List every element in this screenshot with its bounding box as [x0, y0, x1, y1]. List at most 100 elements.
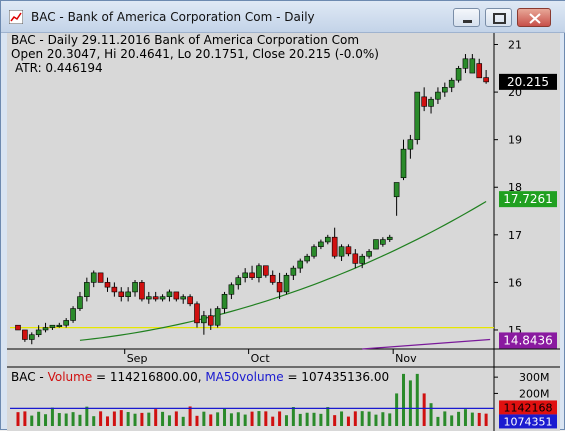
- ma50volume-label: MA50volume: [205, 370, 284, 384]
- volume-bar: [23, 411, 27, 426]
- maximize-button[interactable]: [485, 8, 512, 27]
- volume-bar: [243, 414, 247, 426]
- maximize-icon: [493, 13, 506, 24]
- volume-bar: [229, 413, 233, 426]
- volume-bar: [140, 412, 144, 426]
- candle-body: [118, 291, 125, 297]
- volume-bar: [188, 406, 192, 426]
- atr-readout: ATR: 0.446194: [15, 61, 103, 75]
- volume-bar: [374, 414, 378, 426]
- candle-body: [359, 255, 366, 264]
- volume-bar: [346, 416, 350, 426]
- candle-body: [214, 308, 221, 326]
- candle-body: [407, 139, 414, 150]
- volume-bar: [402, 373, 406, 426]
- candle-body: [228, 284, 235, 295]
- candle-body: [263, 265, 269, 276]
- volume-bar: [298, 413, 302, 426]
- volume-bar: [278, 411, 282, 426]
- volume-bar: [16, 412, 20, 426]
- x-tick-label: Oct: [251, 352, 271, 365]
- candle-body: [70, 308, 76, 321]
- volume-bar: [284, 415, 288, 426]
- candle-body: [483, 77, 489, 83]
- y-tick-label: 19: [508, 134, 522, 147]
- candle-body: [249, 272, 255, 278]
- candle-body: [469, 58, 476, 74]
- volume-badge-bg: [499, 400, 557, 415]
- last-price-label: 20.215: [507, 75, 549, 89]
- volume-value: = 114216800.00,: [92, 370, 206, 384]
- candle-body: [235, 277, 242, 286]
- window-title: BAC - Bank of America Corporation Com - …: [31, 10, 315, 24]
- volume-bar: [209, 414, 213, 426]
- volume-bar: [257, 411, 261, 426]
- candle-body: [462, 58, 469, 69]
- volume-bar: [202, 411, 206, 426]
- candle-body: [111, 286, 118, 293]
- volume-bar: [78, 414, 82, 426]
- volume-bar: [250, 411, 254, 426]
- ma-purple-line: [362, 338, 491, 350]
- candle-body: [173, 291, 180, 300]
- candle-body: [97, 272, 104, 283]
- candle-body: [201, 315, 207, 324]
- candle-body: [28, 334, 35, 340]
- volume-header: BAC - Volume = 114216800.00, MA50volume …: [11, 370, 389, 384]
- y-tick-label: 17: [508, 229, 522, 242]
- candle-body: [276, 282, 283, 293]
- candle-body: [428, 98, 434, 107]
- volume-bar: [340, 411, 344, 426]
- volume-bar: [167, 415, 171, 426]
- candle-body: [180, 296, 187, 300]
- volume-bar: [291, 407, 295, 426]
- candle-body: [256, 265, 262, 278]
- candle-body: [139, 282, 145, 300]
- close-button[interactable]: [517, 8, 551, 27]
- header-line-1: BAC - Daily 29.11.2016 Bank of America C…: [11, 33, 360, 47]
- app-chart-icon: [9, 10, 23, 24]
- volume-bar: [112, 411, 116, 426]
- volume-bar: [305, 412, 309, 426]
- candle-body: [42, 327, 49, 331]
- y-tick-label: 18: [508, 181, 522, 194]
- volume-bar: [360, 411, 364, 426]
- candle-body: [35, 329, 42, 336]
- volume-bar: [30, 415, 34, 426]
- volume-bar: [463, 409, 467, 426]
- volume-axis-label: 200M: [519, 387, 550, 400]
- volume-bar: [57, 413, 61, 426]
- ma50volume-value: = 107435136.00: [283, 370, 390, 384]
- minimize-button[interactable]: [453, 8, 480, 27]
- volume-bar: [92, 416, 96, 426]
- candle-body: [207, 315, 214, 326]
- volume-bar: [326, 407, 330, 426]
- volume-bar: [37, 411, 41, 426]
- candle-body: [187, 296, 193, 305]
- candle-body: [393, 182, 400, 198]
- volume-bar: [388, 413, 392, 426]
- candle-body: [435, 91, 441, 100]
- candle-body: [448, 79, 455, 88]
- volume-bar: [477, 412, 481, 426]
- volume-bar: [161, 411, 165, 426]
- candle-body: [352, 253, 359, 264]
- candle-body: [442, 87, 448, 93]
- candle-body: [421, 96, 427, 107]
- candle-body: [283, 274, 290, 293]
- candle-body: [22, 329, 28, 340]
- candle-body: [132, 282, 138, 293]
- volume-bar: [99, 411, 103, 426]
- chart-background: [7, 33, 560, 431]
- chart-area[interactable]: 21 20 19 18 17 16 15 Sep Oct Nov 20.215 17.7261 14.8…: [7, 33, 560, 431]
- volume-bar: [415, 373, 419, 426]
- volume-bar: [333, 415, 337, 426]
- candle-body: [373, 239, 379, 250]
- candle-body: [242, 272, 248, 278]
- ma-purple-value-label: 14.8436: [503, 333, 553, 347]
- volume-bar: [133, 413, 137, 426]
- ma-green-value-label-bg: [499, 191, 557, 208]
- volume-bar: [236, 412, 240, 426]
